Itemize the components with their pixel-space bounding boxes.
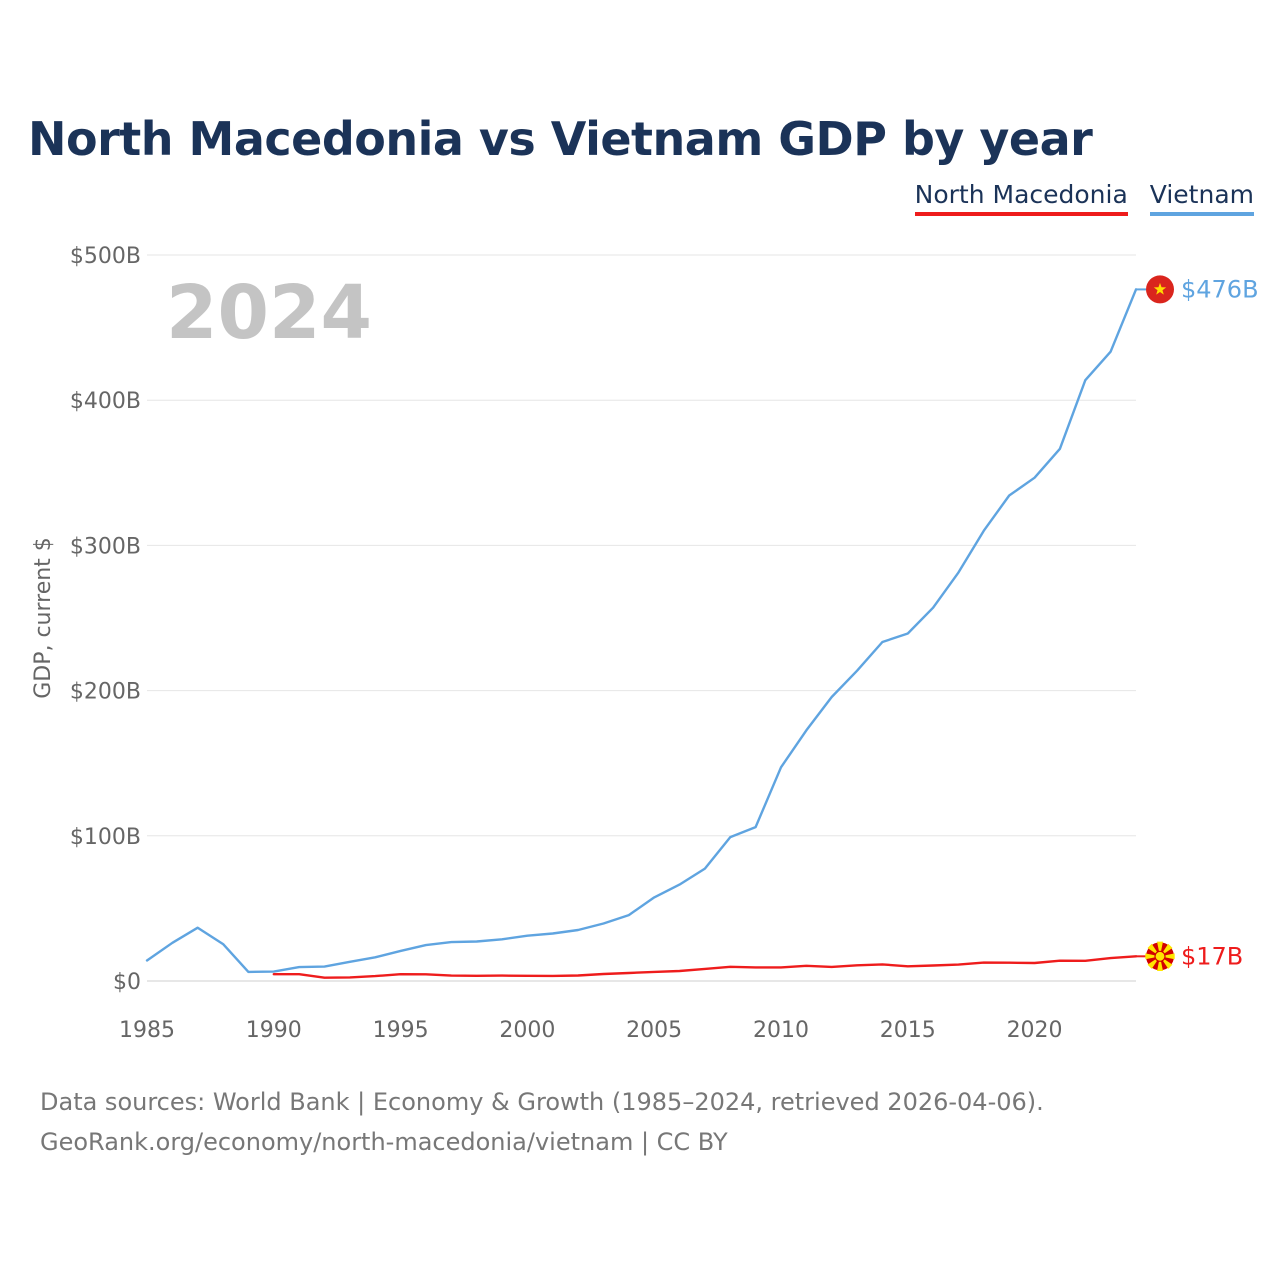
end-value-label-vietnam: $476B [1181,275,1259,303]
y-tick-label: $400B [70,389,141,414]
year-watermark: 2024 [166,270,372,356]
x-tick-label: 1990 [246,1018,302,1043]
y-tick-label: $200B [70,680,141,705]
chart-title: North Macedonia vs Vietnam GDP by year [28,112,1093,166]
legend: North Macedonia Vietnam [914,180,1254,216]
x-tick-label: 2005 [626,1018,682,1043]
footer-link[interactable]: GeoRank.org/economy/north-macedonia/viet… [40,1128,728,1156]
grid-layer [147,254,1136,982]
x-tick-label: 2015 [880,1018,936,1043]
footer: Data sources: World Bank | Economy & Gro… [40,1082,1044,1162]
y-tick-labels: $0 $100B $200B $300B $400B $500B [70,244,141,995]
end-value-label-north-macedonia: $17B [1181,942,1243,970]
x-tick-label: 2000 [499,1018,555,1043]
x-tick-label: 2020 [1007,1018,1063,1043]
legend-item-vietnam[interactable]: Vietnam [1149,180,1254,216]
vietnam-flag-icon [1146,275,1174,304]
y-tick-label: $300B [70,534,141,559]
x-tick-labels: 1985 1990 1995 2000 2005 2010 2015 2020 [119,1018,1063,1043]
footer-source: Data sources: World Bank | Economy & Gro… [40,1088,1044,1116]
y-tick-label: $500B [70,244,141,269]
y-tick-label: $100B [70,825,141,850]
x-tick-label: 1985 [119,1018,175,1043]
x-tick-label: 1995 [373,1018,429,1043]
end-markers: $17B $476B [1136,275,1259,972]
series-line-north-macedonia [272,955,1138,979]
north-macedonia-flag-icon [1145,941,1175,972]
x-tick-label: 2010 [753,1018,809,1043]
series-layer [145,288,1138,979]
series-line-vietnam [145,288,1138,974]
legend-item-north-macedonia[interactable]: North Macedonia [914,180,1128,216]
y-axis-label: GDP, current $ [31,537,56,699]
gdp-line-chart: 2024 GDP, current $ $0 $100B $200B $300B $40… [31,244,1259,1043]
y-tick-label: $0 [113,970,141,995]
